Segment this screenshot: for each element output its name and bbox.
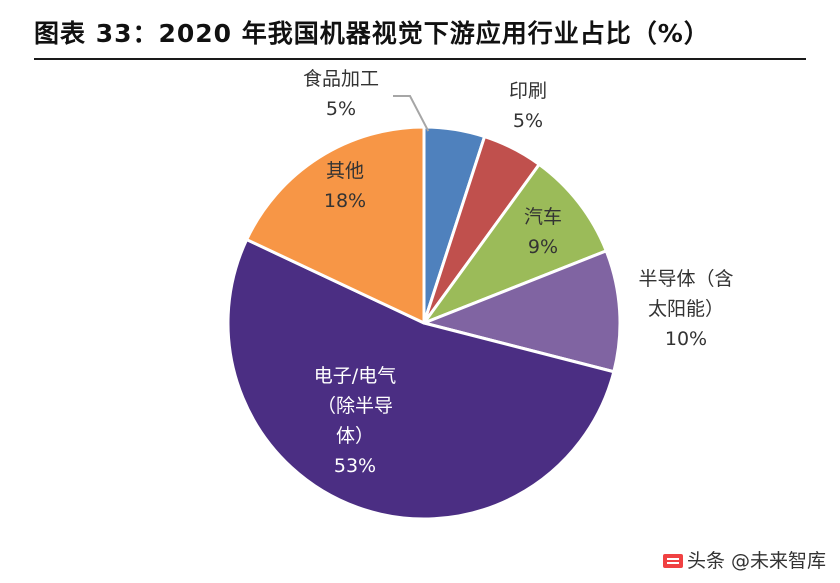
data-label-other: 18% xyxy=(324,190,366,212)
data-label-automotive: 9% xyxy=(528,236,558,258)
slice-label-foodprocessing: 食品加工 xyxy=(303,68,379,90)
data-label-foodprocessing: 5% xyxy=(326,98,356,120)
slice-label-other: 其他 xyxy=(326,160,364,182)
data-label-printing: 5% xyxy=(513,110,543,132)
slice-label-semiconductor: 半导体（含 xyxy=(638,268,733,290)
pie-slice-semiconductor xyxy=(422,249,622,374)
pie-slice-electronics xyxy=(226,238,616,521)
data-label-electronics: 53% xyxy=(334,455,376,477)
slice-label-automotive: 汽车 xyxy=(524,206,562,228)
slice-label-semiconductor: 太阳能） xyxy=(648,298,724,320)
pie-slice-other xyxy=(245,125,426,325)
data-label-semiconductor: 10% xyxy=(665,328,707,350)
toutiao-logo-icon xyxy=(662,554,683,568)
slice-label-electronics: 体） xyxy=(336,425,374,447)
leader-line-foodprocessing xyxy=(393,95,430,132)
slice-label-printing: 印刷 xyxy=(509,80,547,102)
slice-label-electronics: （除半导 xyxy=(317,395,393,417)
watermark: 头条 @未来智库 xyxy=(662,546,826,573)
slice-label-electronics: 电子/电气 xyxy=(314,365,396,387)
pie-slice-automotive xyxy=(422,162,608,325)
watermark-text: 头条 @未来智库 xyxy=(686,550,826,572)
title-underline xyxy=(34,58,806,60)
chart-title: 图表 33：2020 年我国机器视觉下游应用行业占比（%） xyxy=(34,19,710,48)
